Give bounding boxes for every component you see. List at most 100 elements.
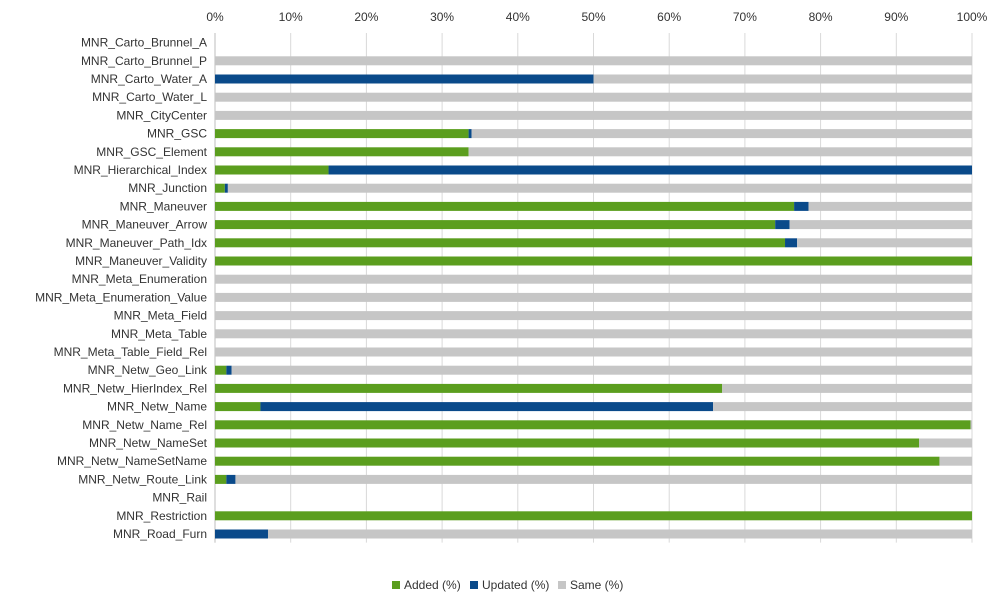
bar-segment — [215, 92, 972, 102]
bar-segment — [215, 456, 940, 466]
bar-segment — [215, 256, 972, 266]
x-tick-label: 10% — [279, 10, 303, 24]
bar-segment — [215, 129, 469, 139]
bar-segment — [215, 311, 972, 321]
bar-segment — [471, 129, 972, 139]
x-tick-label: 40% — [506, 10, 530, 24]
category-label: MNR_Junction — [128, 181, 207, 195]
bars — [215, 56, 973, 539]
bar-segment — [593, 74, 972, 84]
bar-segment — [328, 165, 972, 175]
category-label: MNR_Meta_Field — [114, 309, 207, 323]
legend-swatch — [558, 581, 566, 589]
bar-segment — [970, 420, 972, 430]
bar-segment — [215, 274, 972, 284]
x-tick-label: 50% — [581, 10, 605, 24]
bar-segment — [215, 201, 795, 211]
bar-segment — [797, 238, 972, 248]
bar-segment — [215, 183, 225, 193]
category-label: MNR_Maneuver_Arrow — [82, 218, 208, 232]
bar-segment — [215, 329, 972, 339]
bar-segment — [215, 420, 971, 430]
category-label: MNR_GSC_Element — [96, 145, 207, 159]
x-tick-label: 80% — [809, 10, 833, 24]
bar-segment — [267, 529, 972, 539]
bar-segment — [808, 201, 972, 211]
x-tick-label: 90% — [884, 10, 908, 24]
category-label: MNR_Maneuver_Validity — [75, 254, 207, 268]
bar-segment — [215, 383, 723, 393]
category-label: MNR_Meta_Table — [111, 327, 207, 341]
bar-segment — [226, 365, 232, 375]
category-label: MNR_Netw_Name — [107, 400, 207, 414]
category-label: MNR_Netw_Name_Rel — [82, 418, 207, 432]
category-labels: MNR_Carto_Brunnel_A MNR_Carto_Brunnel_P MN… — [35, 36, 208, 541]
category-label: MNR_Carto_Brunnel_P — [81, 54, 207, 68]
category-label: MNR_Carto_Water_L — [92, 90, 207, 104]
bar-segment — [215, 165, 329, 175]
bar-segment — [215, 110, 972, 120]
category-label: MNR_Restriction — [116, 509, 207, 523]
category-label: MNR_CityCenter — [116, 108, 207, 122]
bar-segment — [775, 220, 790, 230]
legend-swatch — [392, 581, 400, 589]
x-tick-label: 30% — [430, 10, 454, 24]
bar-segment — [215, 529, 268, 539]
bar-segment — [215, 402, 261, 412]
bar-segment — [468, 147, 972, 157]
bar-segment — [713, 402, 972, 412]
category-label: MNR_Netw_NameSetName — [57, 454, 207, 468]
category-label: MNR_Meta_Table_Field_Rel — [54, 345, 207, 359]
bar-segment — [224, 183, 228, 193]
bar-segment — [226, 474, 236, 484]
category-label: MNR_Netw_Route_Link — [78, 472, 208, 486]
x-axis-ticks: 0% 10% 20% 30% 40% 50% 60% 70% 80% 90% 100% — [206, 10, 987, 24]
legend: Added (%) Updated (%) Same (%) — [392, 578, 623, 592]
category-label: MNR_Hierarchical_Index — [74, 163, 207, 177]
category-label: MNR_Road_Furn — [113, 527, 207, 541]
bar-segment — [215, 511, 972, 521]
category-label: MNR_Netw_NameSet — [89, 436, 208, 450]
legend-label: Same (%) — [570, 578, 623, 592]
bar-segment — [235, 474, 973, 484]
category-label: MNR_Meta_Enumeration_Value — [35, 290, 207, 304]
legend-swatch — [470, 581, 478, 589]
bar-segment — [215, 74, 594, 84]
category-label: MNR_Carto_Brunnel_A — [81, 36, 207, 50]
bar-segment — [722, 383, 972, 393]
bar-segment — [215, 220, 776, 230]
bar-segment — [215, 292, 972, 302]
bar-segment — [939, 456, 972, 466]
bar-segment — [215, 474, 227, 484]
bar-segment — [215, 238, 786, 248]
x-tick-label: 70% — [733, 10, 757, 24]
x-tick-label: 20% — [354, 10, 378, 24]
bar-segment — [215, 56, 972, 66]
bar-segment — [260, 402, 714, 412]
bar-segment — [789, 220, 972, 230]
x-tick-label: 100% — [957, 10, 988, 24]
bar-segment — [785, 238, 798, 248]
category-label: MNR_Maneuver — [120, 199, 207, 213]
category-label: MNR_Rail — [152, 491, 207, 505]
category-label: MNR_Maneuver_Path_Idx — [66, 236, 207, 250]
bar-segment — [919, 438, 972, 448]
bar-segment — [227, 183, 972, 193]
category-label: MNR_Meta_Enumeration — [72, 272, 207, 286]
x-tick-label: 60% — [657, 10, 681, 24]
bar-segment — [468, 129, 472, 139]
category-label: MNR_Netw_Geo_Link — [88, 363, 208, 377]
bar-segment — [215, 347, 972, 357]
legend-label: Updated (%) — [482, 578, 549, 592]
x-tick-label: 0% — [206, 10, 224, 24]
category-label: MNR_Netw_HierIndex_Rel — [63, 381, 207, 395]
bar-segment — [794, 201, 809, 211]
category-label: MNR_GSC — [147, 127, 207, 141]
bar-segment — [215, 147, 469, 157]
bar-segment — [215, 438, 920, 448]
bar-segment — [215, 365, 227, 375]
grid-lines — [214, 33, 973, 543]
bar-segment — [231, 365, 973, 375]
category-label: MNR_Carto_Water_A — [91, 72, 207, 86]
